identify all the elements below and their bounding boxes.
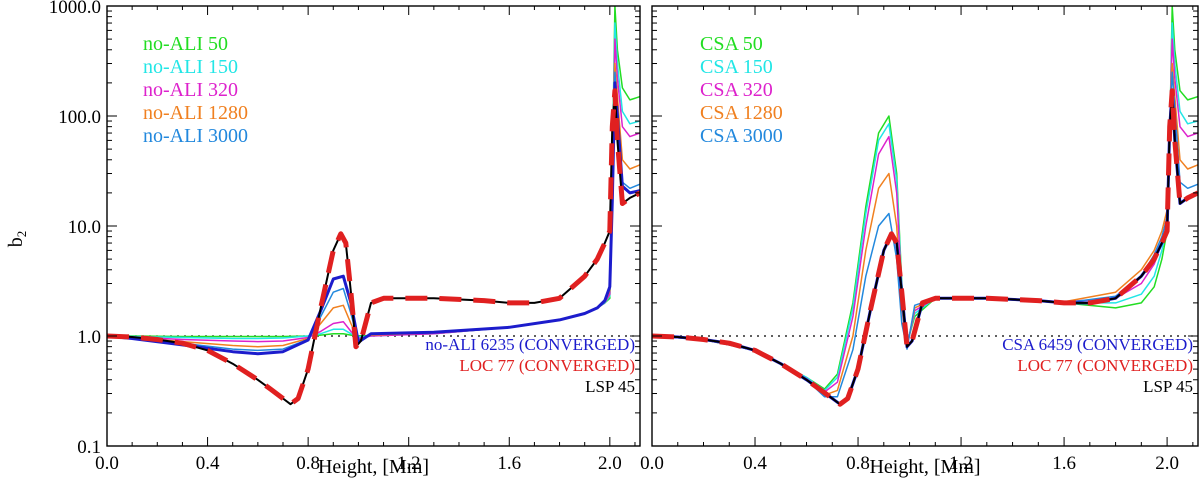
left-y-tick-label: 100.0 xyxy=(58,107,101,128)
left-x-axis-label: Height, [Mm] xyxy=(318,456,429,478)
left-legend-loc-77-converged: LOC 77 (CONVERGED) xyxy=(459,356,635,375)
right-legend-csa-50: CSA 50 xyxy=(700,33,763,55)
right-x-axis-label: Height, [Mm] xyxy=(869,456,980,478)
left-legend-lsp-45: LSP 45 xyxy=(585,377,635,396)
left-x-tick-label: 2.0 xyxy=(598,453,622,474)
left-series-group xyxy=(107,6,640,407)
right-legend-csa-1280: CSA 1280 xyxy=(700,102,783,124)
right-x-tick-label: 0.8 xyxy=(846,453,870,474)
left-x-tick-label: 0.8 xyxy=(296,453,320,474)
right-series-loc-77-converged xyxy=(652,88,1198,407)
left-legend-no-ali-6235-converged: no-ALI 6235 (CONVERGED) xyxy=(425,335,635,354)
right-x-tick-label: 0.4 xyxy=(743,453,767,474)
left-legend-no-ali-3000: no-ALI 3000 xyxy=(143,125,248,147)
left-y-tick-label: 1.0 xyxy=(77,327,101,348)
right-legend-csa-3000: CSA 3000 xyxy=(700,125,783,147)
right-plot-frame xyxy=(651,5,1199,447)
right-series-group xyxy=(652,6,1198,407)
left-legend-no-ali-50: no-ALI 50 xyxy=(143,33,228,55)
left-y-tick-label: 10.0 xyxy=(68,217,101,238)
right-x-tick-label: 1.2 xyxy=(949,453,973,474)
right-legend-csa-150: CSA 150 xyxy=(700,56,773,78)
left-x-tick-label: 0.0 xyxy=(95,453,119,474)
left-legend-no-ali-320: no-ALI 320 xyxy=(143,79,238,101)
right-x-tick-label: 2.0 xyxy=(1155,453,1179,474)
right-legend-loc-77-converged: LOC 77 (CONVERGED) xyxy=(1017,356,1193,375)
left-legend-no-ali-150: no-ALI 150 xyxy=(143,56,238,78)
left-y-tick-label: 1000.0 xyxy=(49,0,101,18)
right-legend-csa-320: CSA 320 xyxy=(700,79,773,101)
y-axis-label: b2 xyxy=(5,231,29,248)
y-axis-label-subscript: 2 xyxy=(14,231,29,238)
right-legend-csa-6459-converged: CSA 6459 (CONVERGED) xyxy=(1002,335,1193,354)
right-legend-lsp-45: LSP 45 xyxy=(1143,377,1193,396)
left-legend-no-ali-1280: no-ALI 1280 xyxy=(143,102,248,124)
right-x-tick-label: 1.6 xyxy=(1052,453,1076,474)
left-series-loc-77-converged xyxy=(107,88,640,407)
right-x-tick-label: 0.0 xyxy=(640,453,664,474)
left-x-tick-label: 1.6 xyxy=(497,453,521,474)
panel-left: 0.0 0.4 0.8 1.2 1.6 2.0 0.1 1.0 10.0 100.0 1000.0 H… xyxy=(49,0,641,478)
left-plot-frame xyxy=(106,5,641,447)
left-x-tick-label: 1.2 xyxy=(397,453,421,474)
left-y-tick-label: 0.1 xyxy=(77,437,101,458)
left-x-tick-label: 0.4 xyxy=(196,453,220,474)
